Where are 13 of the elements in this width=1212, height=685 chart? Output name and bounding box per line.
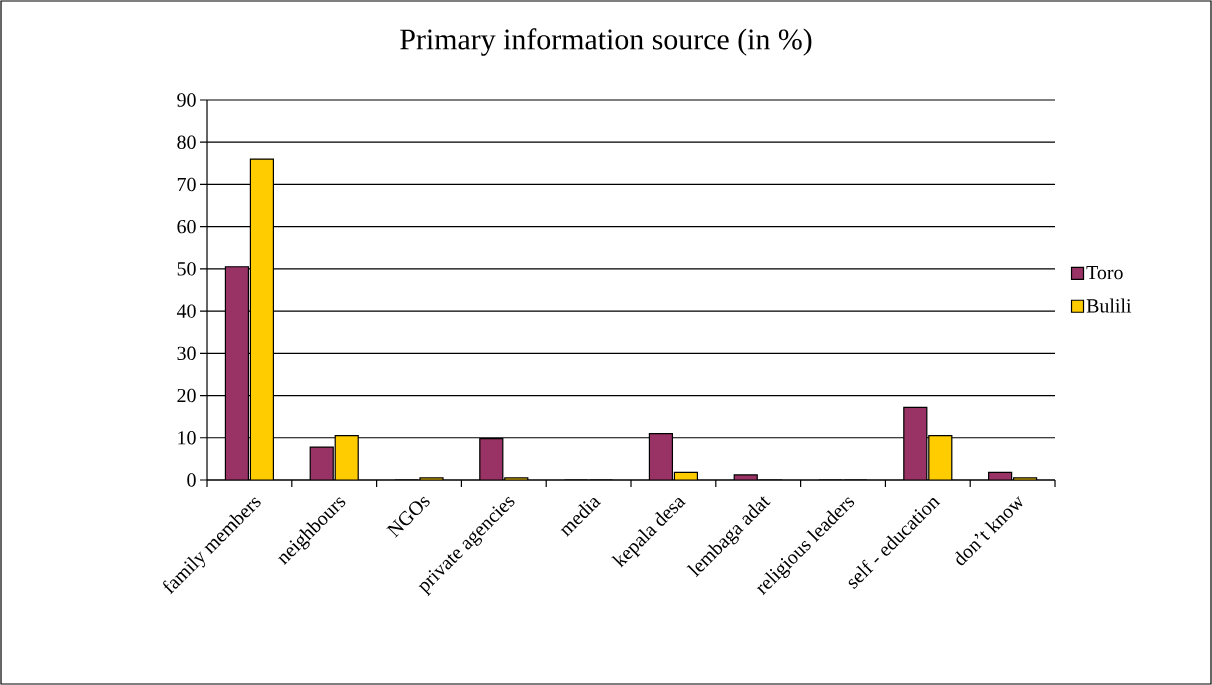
y-tick-label: 80 xyxy=(177,135,196,149)
chart-title: Primary information source (in %) xyxy=(400,28,812,56)
y-tick-label: 40 xyxy=(176,304,196,318)
y-tick-label: 30 xyxy=(177,346,196,361)
y-tick-label: 70 xyxy=(177,177,196,192)
y-tick-label: 60 xyxy=(177,219,196,234)
y-tick-label: 90 xyxy=(177,93,196,107)
y-tick-label: 20 xyxy=(177,388,196,403)
legend-label: Bulili xyxy=(1086,298,1132,313)
y-tick-label: 0 xyxy=(187,473,196,487)
y-tick-label: 50 xyxy=(177,262,196,276)
y-tick-label: 10 xyxy=(178,431,196,445)
legend-label: Toro xyxy=(1086,266,1123,280)
